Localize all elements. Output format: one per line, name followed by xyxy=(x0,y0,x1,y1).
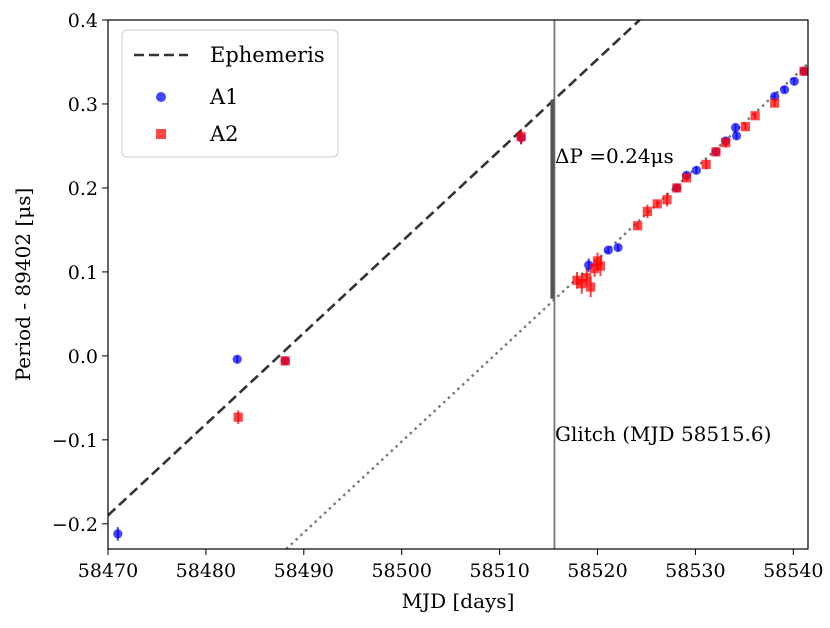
legend-swatch-a1 xyxy=(156,92,166,102)
a1-point xyxy=(603,245,613,255)
x-tick-label: 58530 xyxy=(665,560,725,582)
a1-point xyxy=(113,529,123,539)
a2-point xyxy=(280,356,290,366)
y-tick-label: −0.2 xyxy=(52,514,98,536)
a2-point xyxy=(662,195,672,205)
series-marks xyxy=(113,66,808,541)
a1-point xyxy=(731,131,742,141)
plot-area xyxy=(107,19,809,550)
y-tick-label: 0.3 xyxy=(68,94,98,116)
a2-point xyxy=(721,137,731,148)
post-glitch-ephemeris-line xyxy=(285,62,808,549)
a2-point xyxy=(592,256,603,266)
a2-point xyxy=(589,263,600,274)
y-axis-label: Period - 89402 [μs] xyxy=(11,188,35,382)
guide-lines xyxy=(108,20,808,549)
delta-p-annotation: ΔP =0.24μs xyxy=(555,144,674,168)
x-tick-label: 58490 xyxy=(274,560,334,582)
a1-point xyxy=(789,76,799,86)
legend-label-a2: A2 xyxy=(209,122,239,146)
a2-point xyxy=(682,173,692,183)
legend-label-a1: A1 xyxy=(209,85,239,109)
a2-point xyxy=(672,183,682,193)
a2-point xyxy=(799,66,808,76)
y-axis-ticks: −0.2 −0.1 0.0 0.1 0.2 0.3 0.4 xyxy=(52,10,108,536)
x-tick-label: 58510 xyxy=(469,560,529,582)
a1-point xyxy=(613,242,623,253)
a2-point xyxy=(750,111,760,121)
y-tick-label: 0.2 xyxy=(68,178,98,200)
a2-point xyxy=(711,147,721,157)
x-axis-label: MJD [days] xyxy=(402,589,515,613)
a2-point xyxy=(633,221,643,231)
a2-point xyxy=(642,206,653,217)
x-tick-label: 58520 xyxy=(567,560,627,582)
legend-box xyxy=(121,29,339,158)
glitch-annotation: Glitch (MJD 58515.6) xyxy=(555,422,771,446)
legend: Ephemeris A1 A2 xyxy=(121,29,339,158)
x-tick-label: 58470 xyxy=(78,560,138,582)
axes-frame xyxy=(107,19,809,550)
a1-point xyxy=(232,354,242,364)
a2-point xyxy=(652,199,662,209)
y-tick-label: 0.1 xyxy=(68,262,98,284)
x-tick-label: 58540 xyxy=(763,560,823,582)
x-tick-label: 58480 xyxy=(176,560,236,582)
a2-point xyxy=(577,279,587,289)
a2-point xyxy=(740,122,750,132)
a2-point xyxy=(701,159,711,170)
series-a2 xyxy=(233,66,808,424)
a1-point xyxy=(779,85,790,95)
y-tick-label: 0.0 xyxy=(68,346,98,368)
a2-point xyxy=(770,98,780,108)
a2-point xyxy=(595,261,606,271)
a2-point xyxy=(233,412,243,422)
legend-label-ephemeris: Ephemeris xyxy=(210,43,325,67)
y-tick-label: 0.4 xyxy=(68,10,98,32)
a2-point xyxy=(516,132,526,142)
legend-swatch-a2 xyxy=(156,129,166,139)
a2-point xyxy=(572,275,582,285)
a1-point xyxy=(691,165,701,175)
y-tick-label: −0.1 xyxy=(52,430,98,452)
a2-point xyxy=(586,282,596,292)
a2-point xyxy=(582,273,592,283)
x-tick-label: 58500 xyxy=(371,560,431,582)
a1-point xyxy=(730,122,741,133)
x-axis-ticks: 58470 58480 58490 58500 58510 58520 58530 58540 xyxy=(78,549,824,582)
